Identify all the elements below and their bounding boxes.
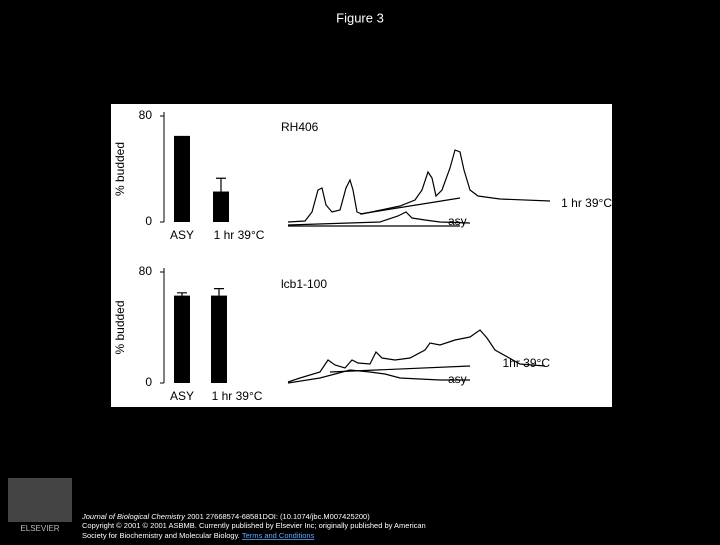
- trace-label: asy: [448, 214, 467, 228]
- terms-link[interactable]: Terms and Conditions: [242, 531, 315, 540]
- publisher-logo-text: ELSEVIER: [20, 524, 59, 533]
- panel-label: RH406: [281, 120, 319, 134]
- trace-baseline: [329, 365, 471, 373]
- trace: [287, 329, 546, 383]
- bar: [211, 295, 227, 383]
- x-tick-label: ASY: [170, 228, 194, 242]
- trace: [287, 211, 471, 226]
- flow-traces: [287, 149, 551, 227]
- bar: [213, 191, 229, 222]
- slide-title: Figure 3: [336, 10, 384, 25]
- error-bar: [177, 292, 187, 296]
- trace-label: 1 hr 39°C: [561, 196, 612, 210]
- trace: [287, 149, 551, 223]
- citation: Journal of Biological Chemistry 2001 276…: [81, 512, 370, 521]
- y-axis-label: % budded: [113, 142, 127, 196]
- x-tick-label: 1 hr 39°C: [214, 228, 265, 242]
- y-axis-label: % budded: [113, 300, 127, 354]
- error-bar: [214, 288, 224, 296]
- copyright: Copyright © 2001 © 2001 ASBMB. Currently…: [82, 521, 426, 530]
- bar: [174, 295, 190, 383]
- journal: Journal of Biological Chemistry: [81, 512, 186, 521]
- trace-label: asy: [448, 372, 467, 386]
- citation-text: 2001 27668574-68581DOI: (10.1074/jbc.M00…: [187, 512, 370, 521]
- x-tick-label: 1 hr 39°C: [212, 389, 263, 403]
- trace-label: 1hr 39°C: [503, 356, 551, 370]
- figure-panel: [111, 104, 612, 407]
- panel-label: lcb1-100: [281, 277, 327, 291]
- bar: [174, 135, 190, 222]
- y-tick-label: 0: [145, 214, 152, 228]
- error-bar: [216, 177, 226, 192]
- publisher-logo: [8, 478, 72, 522]
- trace: [287, 369, 470, 384]
- society: Society for Biochemistry and Molecular B…: [82, 531, 240, 540]
- y-tick-label: 0: [145, 375, 152, 389]
- society-line: Society for Biochemistry and Molecular B…: [82, 531, 315, 540]
- x-tick-label: ASY: [170, 389, 194, 403]
- flow-traces: [287, 329, 546, 384]
- y-tick-label: 80: [139, 108, 153, 122]
- trace-baseline: [359, 197, 461, 215]
- y-tick-label: 80: [139, 264, 153, 278]
